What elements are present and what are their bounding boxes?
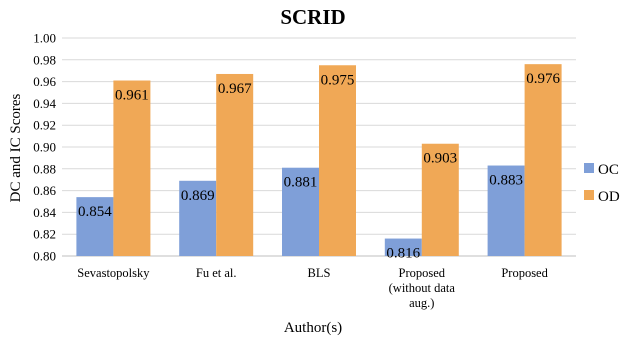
y-tick-label: 0.82 bbox=[33, 227, 56, 242]
x-category-label: Proposed bbox=[399, 266, 446, 280]
chart-title: SCRID bbox=[280, 5, 345, 29]
data-label: 0.854 bbox=[78, 204, 112, 220]
y-tick-label: 0.80 bbox=[33, 249, 56, 264]
bar-oc bbox=[76, 197, 114, 256]
bar-oc bbox=[179, 180, 217, 256]
legend: OC OD bbox=[584, 162, 620, 205]
legend-swatch bbox=[584, 190, 594, 200]
bar-oc bbox=[384, 238, 422, 256]
y-tick-label: 0.88 bbox=[33, 161, 56, 176]
data-label: 0.967 bbox=[218, 81, 252, 97]
y-tick-label: 0.96 bbox=[33, 74, 56, 89]
x-axis-label: Author(s) bbox=[284, 320, 342, 336]
bar-oc bbox=[487, 165, 525, 256]
x-category-label: Proposed bbox=[501, 266, 548, 280]
y-tick-label: 0.92 bbox=[33, 118, 56, 133]
y-tick-label: 0.86 bbox=[33, 183, 56, 198]
bar-od bbox=[421, 143, 459, 256]
data-label: 0.816 bbox=[386, 246, 420, 262]
y-tick-label: 0.90 bbox=[33, 140, 56, 155]
x-category-label: (without data bbox=[389, 281, 456, 295]
y-axis-label: DC and IC Scores bbox=[8, 93, 24, 202]
data-labels: 0.854 0.961 0.869 0.967 0.881 0.975 0.816 0.903… bbox=[78, 71, 560, 261]
x-axis-categories: Sevastopolsky Fu et al. BLS Proposed(withou… bbox=[77, 266, 548, 310]
data-label: 0.903 bbox=[423, 151, 457, 167]
data-label: 0.976 bbox=[526, 71, 560, 87]
bar-oc bbox=[282, 167, 319, 256]
bars bbox=[76, 64, 562, 256]
data-label: 0.975 bbox=[321, 72, 355, 88]
legend-swatch bbox=[584, 163, 594, 173]
x-category-label: BLS bbox=[308, 266, 331, 280]
y-tick-label: 0.84 bbox=[33, 205, 56, 220]
data-label: 0.881 bbox=[284, 175, 318, 191]
legend-label: OC bbox=[598, 162, 619, 178]
bar-od bbox=[113, 80, 151, 256]
bar-od bbox=[319, 65, 356, 256]
x-category-label: Fu et al. bbox=[196, 266, 237, 280]
y-tick-label: 1.00 bbox=[33, 31, 56, 46]
bar-od bbox=[524, 64, 562, 256]
data-label: 0.961 bbox=[115, 88, 149, 104]
y-axis-ticks: 0.80 0.82 0.84 0.86 0.88 0.90 0.92 0.94 0.96 0.98… bbox=[33, 31, 56, 264]
data-label: 0.869 bbox=[181, 188, 215, 204]
y-tick-label: 0.98 bbox=[33, 52, 56, 67]
x-category-label: aug.) bbox=[409, 296, 434, 310]
bar-od bbox=[216, 73, 254, 256]
legend-label: OD bbox=[598, 189, 620, 205]
y-tick-label: 0.94 bbox=[33, 96, 56, 111]
x-category-label: Sevastopolsky bbox=[77, 266, 150, 280]
data-label: 0.883 bbox=[489, 173, 523, 189]
